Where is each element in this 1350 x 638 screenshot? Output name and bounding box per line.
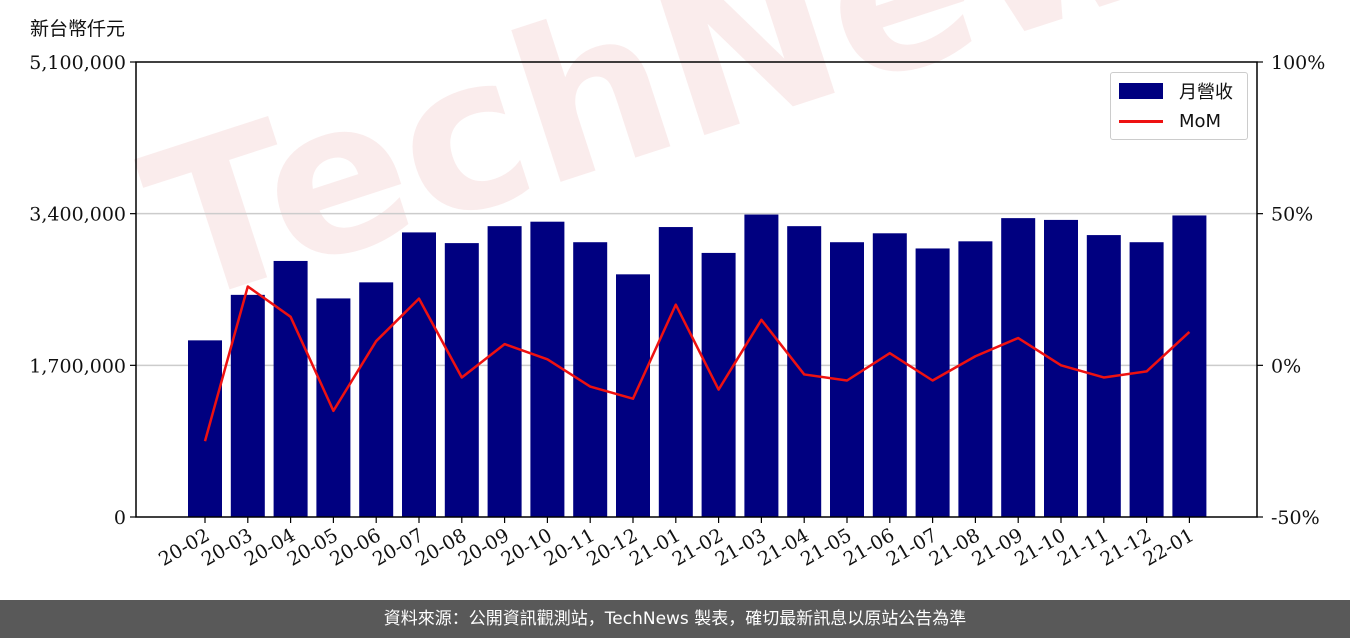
legend-item-mom: MoM <box>1119 109 1221 133</box>
left-tick-label: 3,400,000 <box>29 204 126 226</box>
bar-20-06 <box>359 282 394 517</box>
bar-20-04 <box>273 260 308 517</box>
bar-21-04 <box>787 226 822 517</box>
left-tick-label: 1,700,000 <box>29 355 126 377</box>
source-footer: 資料來源：公開資訊觀測站，TechNews 製表，確切最新訊息以原站公告為準 <box>0 600 1350 638</box>
bar-21-12 <box>1129 242 1164 517</box>
bar-20-10 <box>530 221 565 517</box>
bar-20-05 <box>316 298 351 517</box>
right-tick-label: 100% <box>1271 52 1325 74</box>
bar-21-03 <box>744 214 779 517</box>
x-tick-label: 22-01 <box>1139 524 1197 570</box>
y-axis-unit-label: 新台幣仟元 <box>30 18 126 40</box>
bar-21-06 <box>872 233 907 517</box>
left-tick-label: 5,100,000 <box>29 52 126 74</box>
mom-line <box>203 285 1191 442</box>
bar-20-02 <box>188 340 222 517</box>
legend-label-mom: MoM <box>1179 110 1222 132</box>
bar-21-07 <box>915 248 950 517</box>
mom-line-series <box>203 285 1191 442</box>
bar-21-02 <box>701 252 736 517</box>
bar-22-01 <box>1172 215 1207 517</box>
right-tick-label: 0% <box>1271 355 1301 377</box>
plot-frame <box>135 61 1258 518</box>
right-tick-label: -50% <box>1271 507 1320 529</box>
bar-series <box>188 214 1207 518</box>
right-tick-label: 50% <box>1271 204 1313 226</box>
legend-item-revenue: 月營收 <box>1119 79 1233 103</box>
chart-legend: 月營收 MoM <box>1110 72 1248 140</box>
legend-swatch-revenue <box>1119 83 1163 99</box>
bar-21-08 <box>958 241 993 517</box>
left-tick-label: 0 <box>114 507 126 529</box>
bar-21-01 <box>658 227 693 518</box>
bar-20-07 <box>402 232 436 517</box>
legend-swatch-mom <box>1119 119 1163 123</box>
bar-21-09 <box>1001 218 1036 518</box>
revenue-chart: 0 1,700,000 3,400,000 5,100,000 -50% 0% 50% 100… <box>29 52 1325 571</box>
legend-label-revenue: 月營收 <box>1179 82 1233 103</box>
bar-20-08 <box>444 243 479 517</box>
bar-20-09 <box>487 226 522 517</box>
